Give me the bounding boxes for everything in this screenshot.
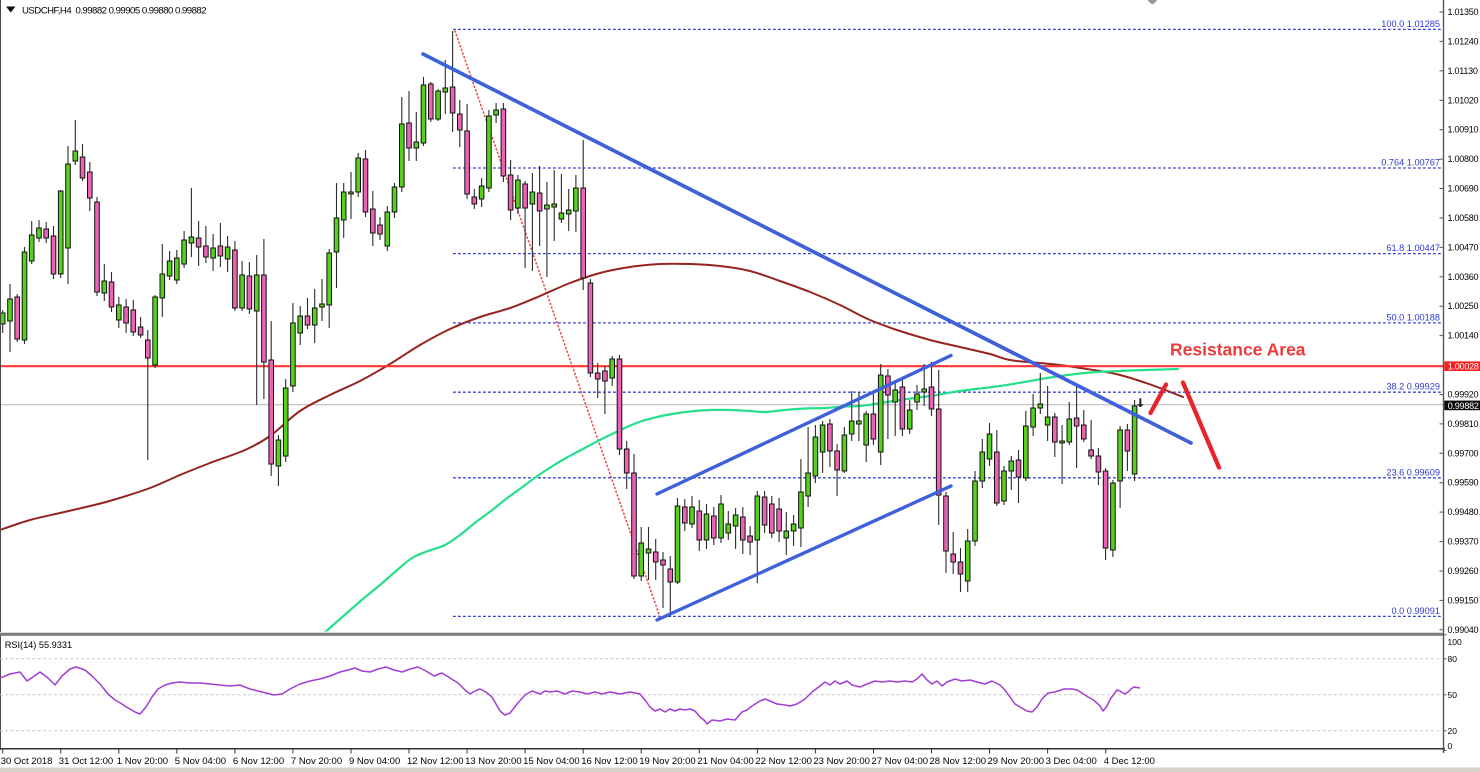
svg-text:1.00800: 1.00800 <box>1448 154 1479 164</box>
svg-text:1.01020: 1.01020 <box>1448 95 1479 105</box>
svg-text:1.00028: 1.00028 <box>1448 362 1479 372</box>
svg-text:23.6 0.99609: 23.6 0.99609 <box>1386 467 1440 477</box>
svg-text:100.0 1.01285: 100.0 1.01285 <box>1381 19 1440 29</box>
svg-text:0.99370: 0.99370 <box>1448 537 1479 547</box>
svg-text:1 Nov 20:00: 1 Nov 20:00 <box>117 756 168 767</box>
svg-text:0.99882: 0.99882 <box>1448 401 1479 411</box>
svg-text:7 Nov 20:00: 7 Nov 20:00 <box>291 756 342 767</box>
svg-text:USDCHF,H4 0.99882 0.99905 0.9: USDCHF,H4 0.99882 0.99905 0.99880 0.9988… <box>22 5 206 16</box>
svg-text:1.00910: 1.00910 <box>1448 125 1479 135</box>
svg-text:9 Nov 04:00: 9 Nov 04:00 <box>349 756 400 767</box>
svg-text:1.01240: 1.01240 <box>1448 36 1479 46</box>
svg-text:38.2 0.99929: 38.2 0.99929 <box>1386 382 1440 392</box>
svg-text:13 Nov 20:00: 13 Nov 20:00 <box>465 756 522 767</box>
svg-text:RSI(14) 55.9331: RSI(14) 55.9331 <box>5 640 72 650</box>
svg-text:0.0 0.99091: 0.0 0.99091 <box>1391 606 1440 616</box>
svg-text:1.01350: 1.01350 <box>1448 7 1479 17</box>
svg-text:1.00140: 1.00140 <box>1448 331 1479 341</box>
svg-text:23 Nov 20:00: 23 Nov 20:00 <box>813 756 870 767</box>
svg-text:0.99700: 0.99700 <box>1448 448 1479 458</box>
svg-text:0.99040: 0.99040 <box>1448 625 1479 635</box>
svg-text:61.8 1.00447: 61.8 1.00447 <box>1386 243 1440 253</box>
svg-text:21 Nov 04:00: 21 Nov 04:00 <box>697 756 754 767</box>
svg-text:4 Dec 12:00: 4 Dec 12:00 <box>1104 756 1155 767</box>
svg-text:16 Nov 12:00: 16 Nov 12:00 <box>581 756 638 767</box>
svg-text:0.99150: 0.99150 <box>1448 595 1479 605</box>
svg-text:31 Oct 12:00: 31 Oct 12:00 <box>59 756 113 767</box>
svg-text:1.00360: 1.00360 <box>1448 272 1479 282</box>
svg-text:28 Nov 12:00: 28 Nov 12:00 <box>930 756 987 767</box>
svg-text:1.01130: 1.01130 <box>1448 66 1478 76</box>
svg-text:0.99590: 0.99590 <box>1448 478 1479 488</box>
svg-text:0.99920: 0.99920 <box>1448 390 1479 400</box>
svg-text:1.00690: 1.00690 <box>1448 184 1479 194</box>
svg-text:29 Nov 20:00: 29 Nov 20:00 <box>988 756 1045 767</box>
svg-text:0: 0 <box>1448 741 1453 751</box>
svg-text:0.99480: 0.99480 <box>1448 507 1479 517</box>
svg-text:5 Nov 04:00: 5 Nov 04:00 <box>175 756 226 767</box>
svg-text:15 Nov 04:00: 15 Nov 04:00 <box>523 756 580 767</box>
svg-text:50: 50 <box>1448 690 1458 700</box>
svg-text:0.99260: 0.99260 <box>1448 566 1479 576</box>
svg-text:1.00580: 1.00580 <box>1448 213 1479 223</box>
svg-text:30 Oct 2018: 30 Oct 2018 <box>1 756 53 767</box>
svg-text:50.0 1.00188: 50.0 1.00188 <box>1386 312 1440 322</box>
svg-text:22 Nov 12:00: 22 Nov 12:00 <box>755 756 812 767</box>
svg-text:0.99810: 0.99810 <box>1448 419 1479 429</box>
svg-text:12 Nov 12:00: 12 Nov 12:00 <box>407 756 464 767</box>
svg-text:0.764 1.00767: 0.764 1.00767 <box>1381 158 1440 168</box>
svg-text:80: 80 <box>1448 654 1458 664</box>
svg-text:6 Nov 12:00: 6 Nov 12:00 <box>233 756 284 767</box>
svg-text:3 Dec 04:00: 3 Dec 04:00 <box>1046 756 1097 767</box>
svg-text:20: 20 <box>1448 726 1458 736</box>
svg-text:27 Nov 04:00: 27 Nov 04:00 <box>872 756 929 767</box>
svg-text:1.00470: 1.00470 <box>1448 242 1479 252</box>
svg-text:1.00250: 1.00250 <box>1448 301 1479 311</box>
svg-text:Resistance Area: Resistance Area <box>1170 340 1306 360</box>
svg-text:100: 100 <box>1448 637 1462 647</box>
svg-text:19 Nov 20:00: 19 Nov 20:00 <box>639 756 696 767</box>
